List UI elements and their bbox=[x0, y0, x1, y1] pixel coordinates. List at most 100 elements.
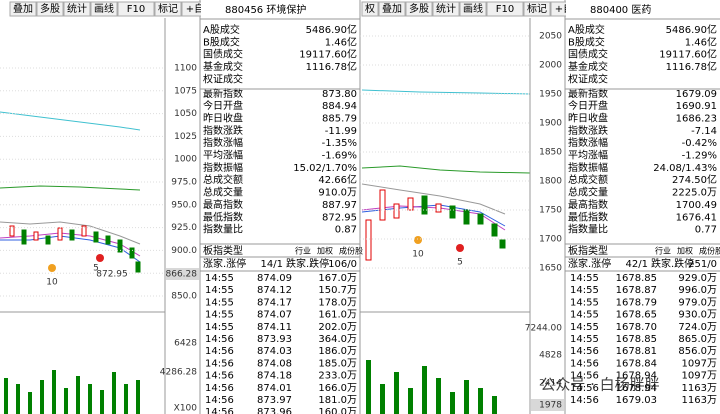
toolbar-button[interactable] bbox=[90, 1, 118, 17]
updown-label: 跌家.跌停 bbox=[651, 257, 694, 270]
y-axis-label: 1700 bbox=[539, 235, 562, 245]
stat-value: -1.29% bbox=[682, 151, 717, 162]
trade-time: 14:56 bbox=[205, 371, 234, 382]
y-axis-label: 1950 bbox=[539, 90, 562, 100]
stat-value: 1.46亿 bbox=[685, 35, 717, 48]
toolbar-label[interactable]: 统计 bbox=[67, 2, 87, 15]
stat-value: 0.77 bbox=[695, 225, 717, 236]
stat-value: 872.95 bbox=[322, 212, 357, 223]
plate-option[interactable]: 成份股 bbox=[699, 246, 720, 256]
toolbar-label[interactable]: 多股 bbox=[40, 2, 60, 15]
trade-price: 874.17 bbox=[257, 297, 292, 308]
right-volume bbox=[366, 360, 497, 414]
toolbar-button[interactable] bbox=[117, 1, 155, 17]
stat-label: 总成交量 bbox=[568, 186, 608, 199]
stat-label: 总成交额 bbox=[203, 173, 243, 186]
toolbar-button[interactable] bbox=[432, 1, 460, 17]
toolbar-label[interactable]: 标记 bbox=[527, 3, 547, 15]
stat-value: 884.94 bbox=[322, 101, 357, 112]
trade-time: 14:56 bbox=[570, 346, 599, 357]
stat-value: 1.46亿 bbox=[325, 35, 357, 48]
updown-value: 106/0 bbox=[328, 259, 357, 270]
y-axis-label: 950.0 bbox=[171, 200, 197, 210]
trade-volume: 929.0万 bbox=[678, 273, 717, 284]
updown-label: 跌家.跌停 bbox=[286, 257, 329, 270]
y-axis-label: 2000 bbox=[539, 61, 562, 71]
stat-value: -1.69% bbox=[322, 151, 357, 162]
trade-price: 874.07 bbox=[257, 310, 292, 321]
toolbar-button[interactable] bbox=[523, 1, 551, 17]
toolbar-label[interactable]: 标记 bbox=[158, 3, 178, 15]
toolbar-label[interactable]: 权 bbox=[365, 2, 375, 15]
toolbar-label[interactable]: 多股 bbox=[409, 2, 429, 15]
trade-volume: 160.0万 bbox=[318, 407, 357, 414]
stat-label: 最低指数 bbox=[203, 210, 243, 223]
trade-time: 14:56 bbox=[205, 407, 234, 414]
trade-volume: 1097万 bbox=[682, 358, 717, 369]
stat-value: 1676.41 bbox=[676, 212, 717, 223]
toolbar-button[interactable] bbox=[154, 1, 182, 17]
stat-value: 1679.09 bbox=[676, 89, 717, 100]
updown-value: 251/0 bbox=[688, 259, 717, 270]
updown-value: 42/1 bbox=[626, 259, 648, 270]
trade-time: 14:56 bbox=[205, 334, 234, 345]
trade-price: 1678.81 bbox=[616, 346, 657, 357]
stat-value: 24.08/1.43% bbox=[653, 163, 717, 174]
trade-time: 14:56 bbox=[205, 395, 234, 406]
plate-label: 板指类型 bbox=[203, 244, 243, 257]
toolbar-button[interactable] bbox=[459, 1, 487, 17]
toolbar-button[interactable] bbox=[63, 1, 91, 17]
toolbar-label[interactable]: 叠加 bbox=[13, 3, 33, 15]
info-title-bg bbox=[566, 0, 720, 18]
stat-value: 1686.23 bbox=[676, 113, 717, 124]
y-axis-label: 850.0 bbox=[171, 292, 197, 302]
y-axis-label: 1075 bbox=[174, 86, 197, 96]
plate-option[interactable]: 行业 bbox=[655, 246, 671, 256]
trade-volume: 178.0万 bbox=[318, 297, 357, 308]
volume-axis-label: 2414 bbox=[539, 379, 562, 389]
toolbar-button[interactable] bbox=[405, 1, 433, 17]
toolbar-button[interactable] bbox=[486, 1, 524, 17]
y-axis-label: 925.0 bbox=[171, 223, 197, 233]
trade-price: 874.08 bbox=[257, 358, 292, 369]
stat-label: 基金成交 bbox=[203, 60, 243, 73]
plate-option[interactable]: 加权 bbox=[317, 246, 333, 256]
trade-time: 14:56 bbox=[570, 395, 599, 406]
plate-option[interactable]: 加权 bbox=[677, 246, 693, 256]
plate-label: 板指类型 bbox=[568, 244, 608, 257]
volume-axis-label: 4286.28 bbox=[160, 368, 197, 378]
toolbar-button[interactable] bbox=[378, 1, 406, 17]
toolbar-label[interactable]: F10 bbox=[127, 4, 145, 15]
stat-label: 最低指数 bbox=[568, 210, 608, 223]
last-price: 866.28 bbox=[166, 270, 198, 280]
trade-time: 14:55 bbox=[570, 273, 599, 284]
info-title: 880456 环境保护 bbox=[225, 3, 306, 16]
trade-time: 14:56 bbox=[205, 383, 234, 394]
trade-volume: 1097万 bbox=[682, 371, 717, 382]
stat-label: 权证成交 bbox=[568, 72, 608, 85]
trade-volume: 167.0万 bbox=[318, 273, 357, 284]
toolbar-label[interactable]: 叠加 bbox=[382, 3, 402, 15]
info-title: 880400 医药 bbox=[590, 4, 651, 16]
toolbar-label[interactable]: 画线 bbox=[94, 2, 114, 15]
last-price-box bbox=[166, 268, 199, 280]
trade-volume: 1163万 bbox=[682, 395, 717, 406]
stat-label: B股成交 bbox=[203, 35, 240, 48]
toolbar-label[interactable]: F10 bbox=[496, 4, 514, 15]
last-price-box bbox=[531, 399, 564, 411]
toolbar-label[interactable]: 画线 bbox=[463, 2, 483, 15]
stat-label: B股成交 bbox=[568, 35, 605, 48]
stat-value: 1116.78亿 bbox=[666, 60, 717, 73]
toolbar-label[interactable]: 统计 bbox=[436, 2, 456, 15]
toolbar-button[interactable] bbox=[36, 1, 64, 17]
stat-label: 指数涨跌 bbox=[568, 124, 608, 137]
stat-value: 19117.60亿 bbox=[299, 48, 357, 61]
y-axis-label: 1050 bbox=[174, 109, 197, 119]
plate-option[interactable]: 行业 bbox=[295, 246, 311, 256]
toolbar-button[interactable] bbox=[9, 1, 37, 17]
plate-option[interactable]: 成份股 bbox=[339, 246, 363, 256]
trade-time: 14:55 bbox=[570, 310, 599, 321]
chart-marker-label: 872.95 bbox=[96, 270, 128, 280]
trade-price: 873.96 bbox=[257, 407, 292, 414]
toolbar-button[interactable] bbox=[361, 1, 379, 17]
